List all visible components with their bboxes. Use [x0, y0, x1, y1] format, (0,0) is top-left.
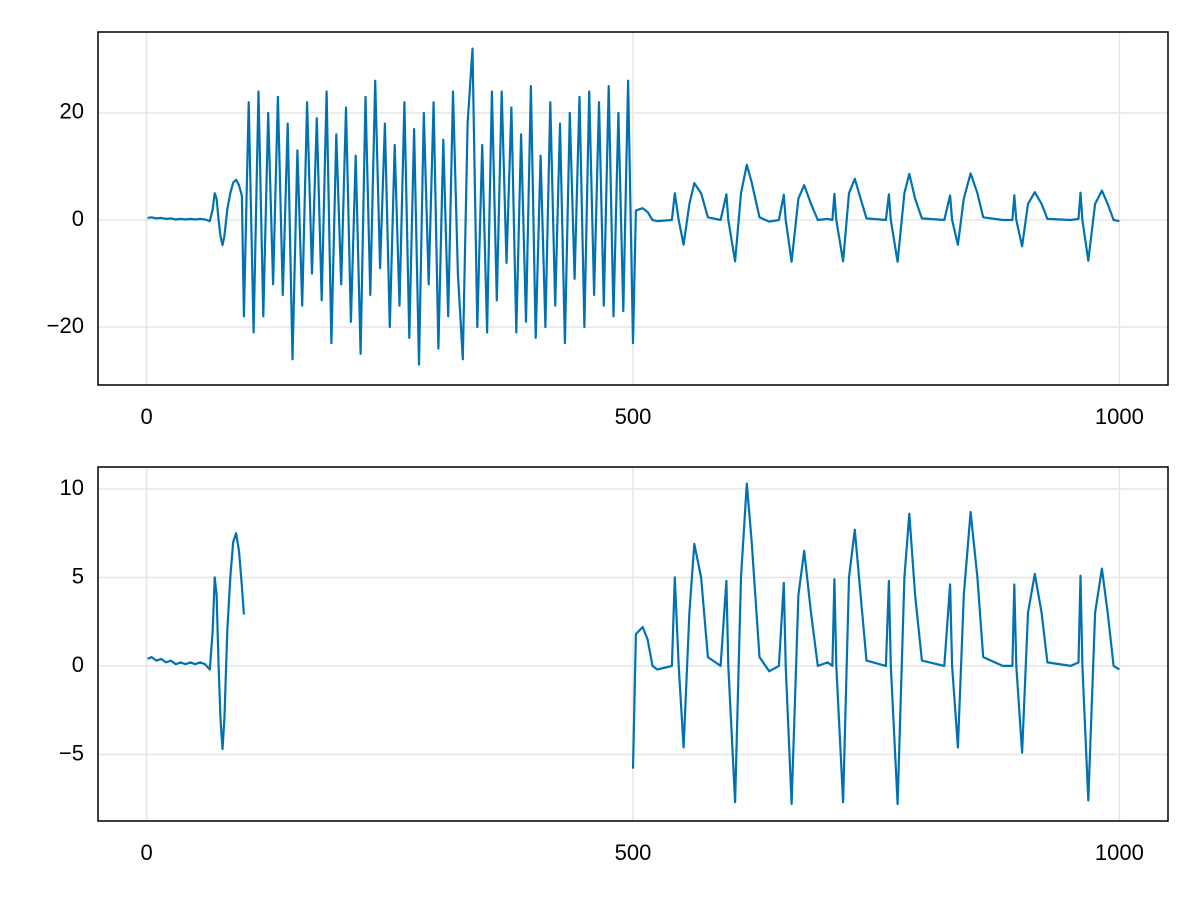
x-tick-label: 1000: [1095, 840, 1144, 865]
data-line: [147, 47, 1120, 366]
y-tick-label: 5: [72, 563, 84, 588]
y-tick-label: −5: [59, 740, 84, 765]
y-tick-label: −20: [47, 313, 84, 338]
x-tick-label: 1000: [1095, 404, 1144, 429]
axes-frame: [97, 31, 1169, 386]
data-line: [147, 482, 1120, 806]
y-tick-label: 0: [72, 652, 84, 677]
x-tick-label: 0: [140, 404, 152, 429]
x-tick-label: 500: [615, 840, 652, 865]
y-tick-label: 20: [60, 99, 84, 124]
x-tick-label: 0: [140, 840, 152, 865]
y-tick-label: 10: [60, 475, 84, 500]
y-tick-label: 0: [72, 206, 84, 231]
axes-frame: [97, 466, 1169, 822]
x-tick-label: 500: [615, 404, 652, 429]
